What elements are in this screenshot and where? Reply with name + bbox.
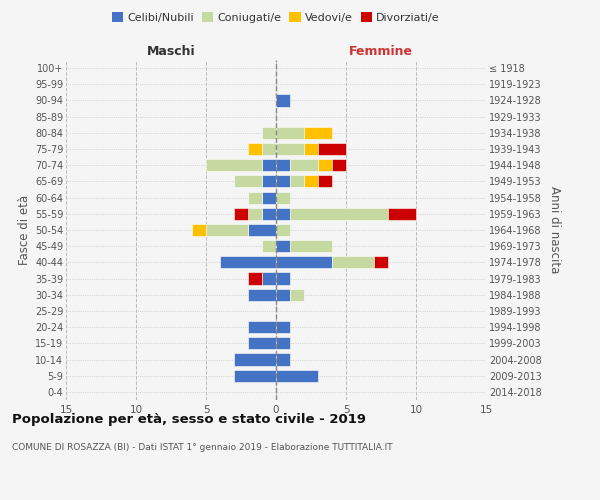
Bar xyxy=(276,354,290,366)
Bar xyxy=(234,370,276,382)
Bar xyxy=(234,354,276,366)
Bar xyxy=(318,143,346,155)
Bar xyxy=(290,176,304,188)
Bar xyxy=(220,256,276,268)
Text: Femmine: Femmine xyxy=(349,44,413,58)
Bar xyxy=(276,338,290,349)
Bar xyxy=(290,208,388,220)
Y-axis label: Fasce di età: Fasce di età xyxy=(17,195,31,265)
Bar xyxy=(290,159,318,172)
Bar xyxy=(318,176,332,188)
Bar xyxy=(206,224,248,236)
Bar xyxy=(374,256,388,268)
Bar xyxy=(262,127,276,139)
Bar xyxy=(276,143,304,155)
Bar xyxy=(234,208,248,220)
Bar xyxy=(248,224,276,236)
Bar xyxy=(262,159,276,172)
Bar xyxy=(276,224,290,236)
Text: COMUNE DI ROSAZZA (BI) - Dati ISTAT 1° gennaio 2019 - Elaborazione TUTTITALIA.IT: COMUNE DI ROSAZZA (BI) - Dati ISTAT 1° g… xyxy=(12,442,392,452)
Bar xyxy=(276,94,290,106)
Bar xyxy=(318,159,332,172)
Bar xyxy=(248,192,262,203)
Bar xyxy=(276,288,290,301)
Bar xyxy=(234,176,262,188)
Bar xyxy=(248,208,262,220)
Bar xyxy=(248,143,262,155)
Bar xyxy=(276,256,332,268)
Bar xyxy=(262,240,276,252)
Bar xyxy=(276,240,290,252)
Bar xyxy=(192,224,206,236)
Bar xyxy=(262,176,276,188)
Bar xyxy=(276,208,290,220)
Bar xyxy=(276,272,290,284)
Bar xyxy=(248,321,276,333)
Bar xyxy=(290,288,304,301)
Bar xyxy=(262,192,276,203)
Text: Popolazione per età, sesso e stato civile - 2019: Popolazione per età, sesso e stato civil… xyxy=(12,412,366,426)
Bar xyxy=(262,143,276,155)
Bar xyxy=(276,321,290,333)
Bar xyxy=(262,208,276,220)
Text: Maschi: Maschi xyxy=(146,44,196,58)
Legend: Celibi/Nubili, Coniugati/e, Vedovi/e, Divorziati/e: Celibi/Nubili, Coniugati/e, Vedovi/e, Di… xyxy=(108,8,444,28)
Bar xyxy=(304,176,318,188)
Bar xyxy=(290,240,332,252)
Bar xyxy=(388,208,416,220)
Bar xyxy=(276,127,304,139)
Bar xyxy=(262,272,276,284)
Bar xyxy=(276,192,290,203)
Bar xyxy=(276,176,290,188)
Bar xyxy=(206,159,262,172)
Bar xyxy=(332,256,374,268)
Bar xyxy=(332,159,346,172)
Bar xyxy=(304,143,318,155)
Bar xyxy=(304,127,332,139)
Bar xyxy=(276,159,290,172)
Bar xyxy=(276,370,318,382)
Y-axis label: Anni di nascita: Anni di nascita xyxy=(548,186,562,274)
Bar xyxy=(248,288,276,301)
Bar xyxy=(248,272,262,284)
Bar xyxy=(248,338,276,349)
